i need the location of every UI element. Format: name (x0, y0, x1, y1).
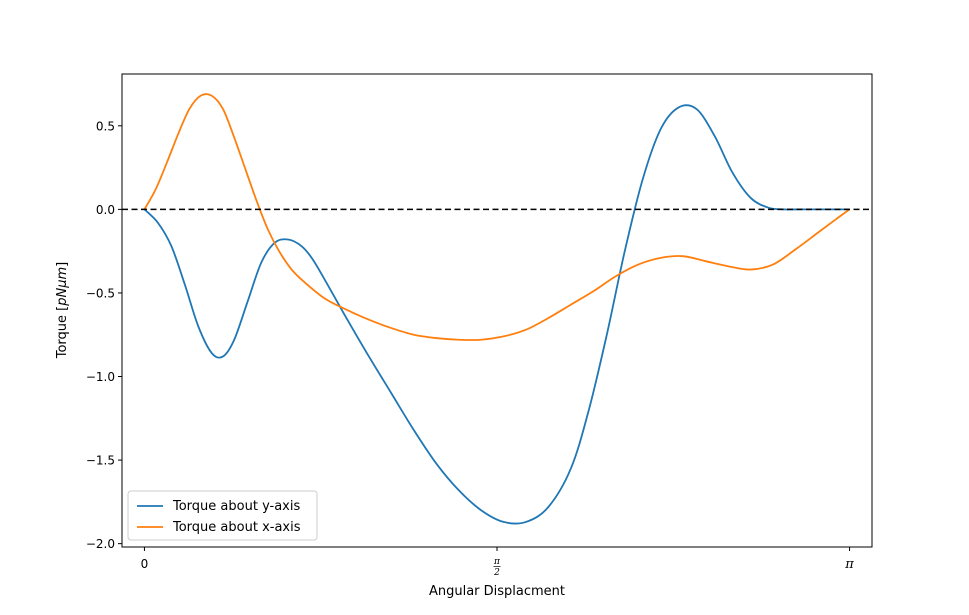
y-tick-label-1: 0.0 (96, 203, 115, 217)
legend-label-x-axis: Torque about x-axis (172, 520, 301, 535)
y-axis-label-unit: pNμm (55, 267, 70, 307)
y-tick-label-3: −1.0 (86, 370, 115, 384)
y-axis-ticks: 0.5 0.0 −0.5 −1.0 −1.5 −2.0 (86, 119, 122, 551)
x-axis-ticks: 0 π2π (141, 547, 854, 578)
x-axis-label: Angular Displacment (429, 584, 565, 599)
legend: Torque about y-axis Torque about x-axis (127, 490, 318, 541)
y-tick-label-5: −2.0 (86, 537, 115, 551)
x-tick-label-denominator: 2 (493, 568, 500, 578)
y-axis-label-suffix: ] (55, 262, 70, 267)
x-tick-label-0: 0 (141, 557, 149, 571)
x-tick-label-numerator: π (493, 557, 501, 567)
plot-area (122, 74, 872, 547)
y-tick-label-0: 0.5 (96, 119, 115, 133)
y-axis-label-prefix: Torque [ (55, 306, 70, 360)
series-layer (143, 93, 851, 525)
y-tick-label-2: −0.5 (86, 286, 115, 300)
legend-box (127, 490, 318, 541)
x-tick-label-1: π2 (493, 557, 501, 578)
legend-label-y-axis: Torque about y-axis (172, 499, 300, 514)
series-line-0 (143, 104, 850, 525)
x-tick-label-2: π (844, 557, 854, 572)
series-line-1 (143, 93, 851, 341)
y-axis-label: Torque [pNμm] (55, 262, 70, 360)
y-tick-label-4: −1.5 (86, 454, 115, 468)
